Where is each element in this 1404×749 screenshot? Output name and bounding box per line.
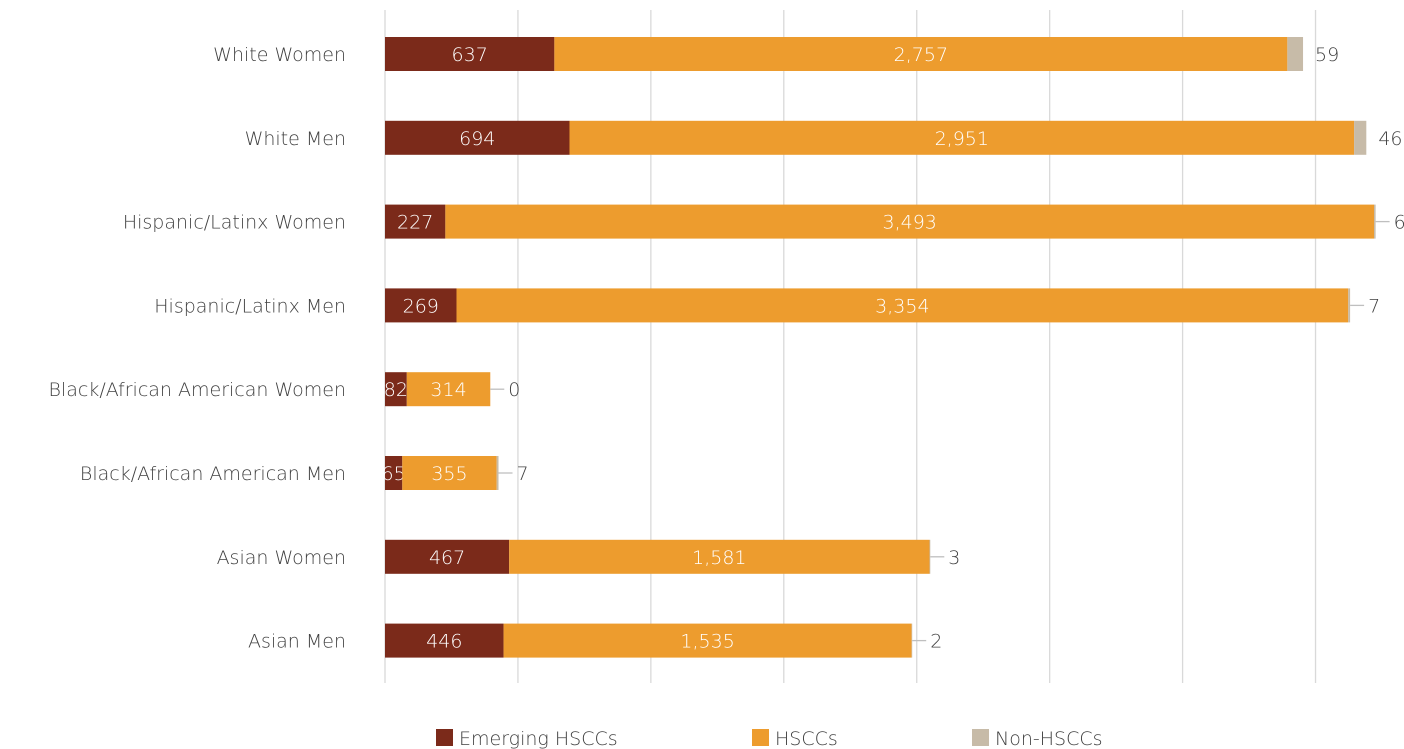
bar-segment bbox=[385, 539, 510, 574]
data-label: 355 bbox=[431, 463, 467, 485]
data-label: 82 bbox=[384, 379, 408, 401]
legend-label: HSCCs bbox=[775, 728, 838, 749]
data-label: 46 bbox=[1378, 128, 1402, 150]
bar-segment bbox=[509, 539, 930, 574]
data-label: 0 bbox=[508, 379, 520, 401]
data-label: 446 bbox=[426, 631, 462, 653]
bar-segment bbox=[911, 623, 913, 658]
data-label: 269 bbox=[403, 295, 439, 317]
data-label: 1,535 bbox=[680, 631, 734, 653]
data-label: 2,757 bbox=[894, 44, 948, 66]
bar-segment bbox=[929, 539, 931, 574]
gridlines bbox=[384, 10, 1317, 683]
bar-segment bbox=[385, 120, 570, 155]
data-label: 7 bbox=[517, 463, 529, 485]
bar-segment bbox=[503, 623, 912, 658]
category-label: Asian Women bbox=[217, 547, 346, 569]
bar-segment bbox=[1354, 120, 1367, 155]
category-labels: White Women White Men Hispanic/Latinx Wome… bbox=[49, 44, 346, 653]
data-label: 3 bbox=[948, 547, 960, 569]
category-label: Hispanic/Latinx Women bbox=[123, 212, 346, 234]
data-label: 59 bbox=[1315, 44, 1339, 66]
bar-segment bbox=[402, 456, 497, 490]
bar-segment bbox=[456, 288, 1349, 323]
bars: 637 2,757 59 694 2,951 46 227 3,493 6 269 3,354 7 82… bbox=[382, 37, 1404, 658]
bar-segment bbox=[1348, 288, 1351, 323]
data-label: 637 bbox=[452, 44, 488, 66]
bar-segment bbox=[554, 37, 1288, 71]
data-label: 65 bbox=[382, 463, 406, 485]
legend-swatch bbox=[972, 729, 989, 746]
bar-segment bbox=[385, 623, 504, 658]
bar-segment bbox=[569, 120, 1355, 155]
legend-label: Emerging HSCCs bbox=[459, 728, 618, 749]
category-label: White Men bbox=[245, 128, 346, 150]
bar-segment bbox=[385, 288, 457, 323]
data-label: 3,493 bbox=[882, 212, 936, 234]
bar-segment bbox=[385, 372, 407, 407]
bar-segment bbox=[385, 456, 403, 490]
data-label: 2,951 bbox=[935, 128, 989, 150]
bar-segment bbox=[445, 204, 1375, 239]
data-label: 227 bbox=[397, 212, 433, 234]
data-label: 694 bbox=[459, 128, 495, 150]
data-label: 1,581 bbox=[692, 547, 746, 569]
legend: Emerging HSCCs HSCCs Non-HSCCs bbox=[436, 728, 1103, 749]
bar-segment bbox=[1287, 37, 1304, 71]
category-label: Black/African American Women bbox=[49, 379, 346, 401]
category-label: Asian Men bbox=[248, 631, 346, 653]
bar-segment bbox=[1374, 204, 1376, 239]
data-label: 6 bbox=[1394, 212, 1404, 234]
legend-swatch bbox=[436, 729, 453, 746]
bar-segment bbox=[406, 372, 491, 407]
bar-segment bbox=[496, 456, 499, 490]
data-label: 7 bbox=[1368, 295, 1380, 317]
data-label: 467 bbox=[429, 547, 465, 569]
legend-swatch bbox=[752, 729, 769, 746]
data-label: 314 bbox=[430, 379, 466, 401]
category-label: Hispanic/Latinx Men bbox=[154, 295, 346, 317]
data-label: 2 bbox=[930, 631, 942, 653]
category-label: White Women bbox=[213, 44, 346, 66]
bar-segment bbox=[385, 204, 446, 239]
legend-label: Non-HSCCs bbox=[995, 728, 1103, 749]
data-label: 3,354 bbox=[875, 295, 929, 317]
bar-segment bbox=[385, 37, 555, 71]
category-label: Black/African American Men bbox=[80, 463, 346, 485]
